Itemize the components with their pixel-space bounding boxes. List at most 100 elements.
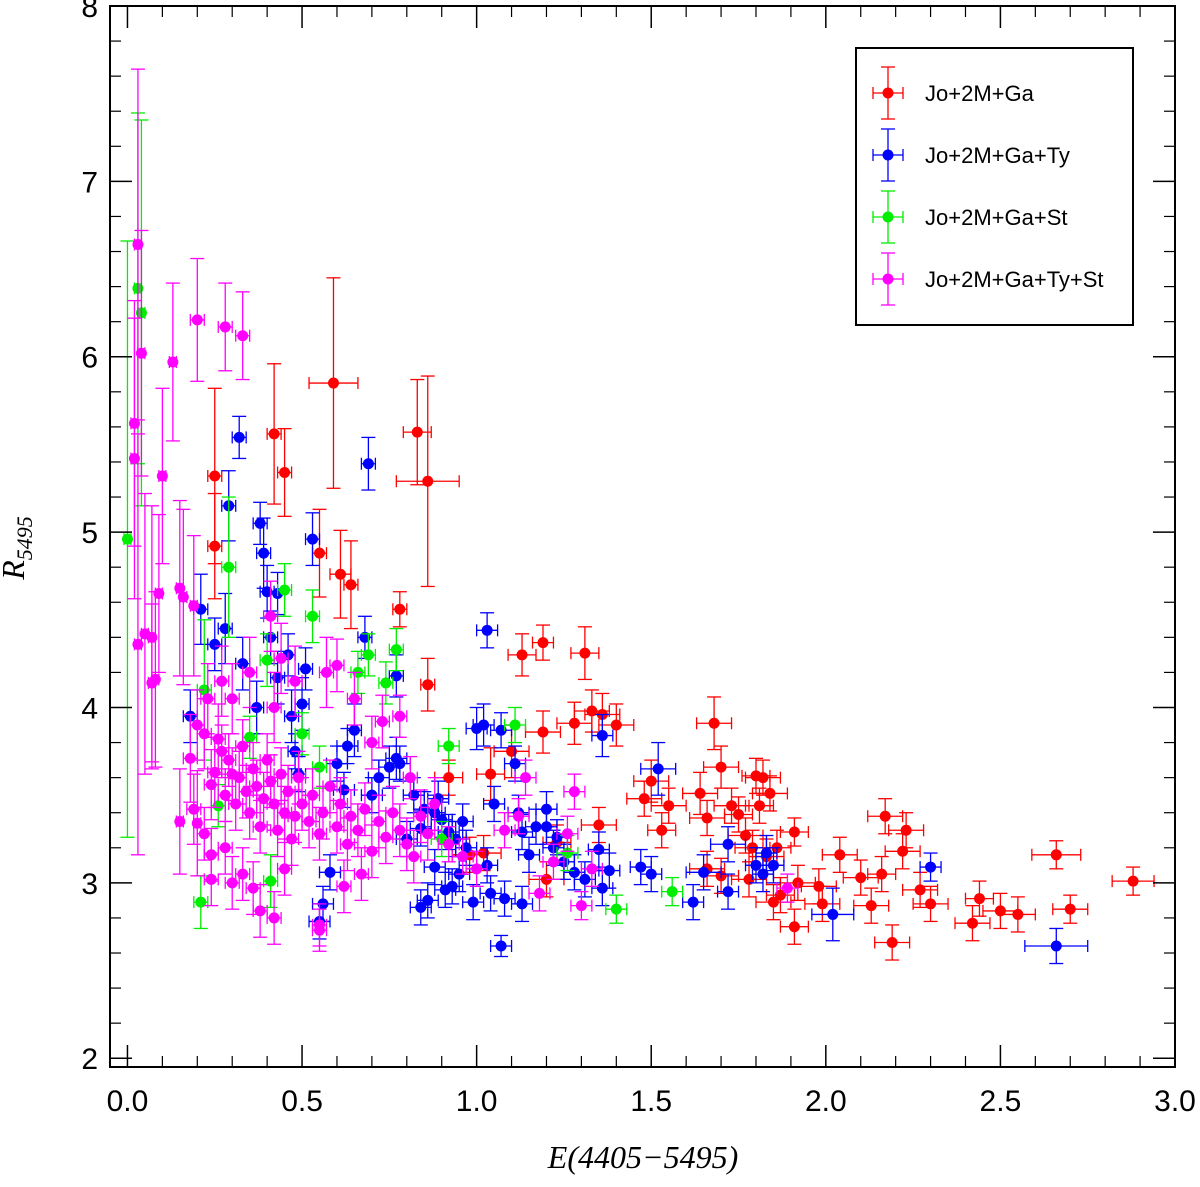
marker xyxy=(261,586,273,598)
marker xyxy=(740,830,752,842)
marker xyxy=(205,779,217,791)
data-point xyxy=(262,854,279,909)
marker xyxy=(436,814,448,826)
data-point xyxy=(120,240,135,838)
legend-label: Jo+2M+Ga xyxy=(925,81,1035,106)
marker xyxy=(715,761,727,773)
data-point xyxy=(395,375,460,588)
data-point xyxy=(332,776,349,831)
data-point xyxy=(884,833,921,870)
marker xyxy=(394,710,406,722)
marker xyxy=(380,831,392,843)
data-point xyxy=(203,852,219,907)
marker xyxy=(355,868,367,880)
data-point xyxy=(297,647,314,691)
marker xyxy=(443,740,455,752)
marker xyxy=(900,824,912,836)
marker xyxy=(327,377,339,389)
data-point xyxy=(127,299,142,547)
data-point xyxy=(172,499,187,677)
marker xyxy=(352,824,364,836)
marker xyxy=(635,861,647,873)
legend-marker xyxy=(882,211,894,223)
marker xyxy=(300,663,312,675)
data-point xyxy=(196,806,212,861)
marker xyxy=(516,898,528,910)
marker xyxy=(167,356,179,368)
marker xyxy=(331,659,343,671)
marker xyxy=(359,631,371,643)
marker xyxy=(767,859,779,871)
data-point xyxy=(874,924,911,961)
x-tick-label: 1.0 xyxy=(456,1085,498,1118)
marker xyxy=(314,761,326,773)
marker xyxy=(485,768,497,780)
marker xyxy=(516,649,528,661)
marker xyxy=(366,845,378,857)
marker xyxy=(443,838,455,850)
marker xyxy=(733,808,745,820)
data-point xyxy=(437,826,460,863)
marker xyxy=(610,903,622,915)
data-point xyxy=(842,859,879,896)
series-1 xyxy=(207,277,1155,961)
data-points-layer xyxy=(120,68,1155,965)
data-point xyxy=(804,885,841,923)
marker xyxy=(237,740,249,752)
data-point xyxy=(493,812,516,849)
marker xyxy=(362,649,374,661)
data-point xyxy=(912,885,949,923)
legend-label: Jo+2M+Ga+Ty xyxy=(925,143,1070,168)
marker xyxy=(485,887,497,899)
marker xyxy=(348,724,360,736)
y-tick-label: 5 xyxy=(81,517,98,550)
data-point xyxy=(252,799,268,854)
marker xyxy=(268,701,280,713)
marker xyxy=(226,877,238,889)
marker xyxy=(331,821,343,833)
data-point xyxy=(221,496,237,638)
marker xyxy=(471,863,483,875)
marker xyxy=(324,780,336,792)
marker xyxy=(247,763,259,775)
data-point xyxy=(165,282,180,442)
marker xyxy=(897,845,909,857)
marker xyxy=(254,821,266,833)
data-point xyxy=(507,633,537,677)
marker xyxy=(272,672,284,684)
data-point xyxy=(580,806,617,844)
data-point xyxy=(137,492,152,775)
marker xyxy=(121,533,133,545)
marker xyxy=(279,584,291,596)
data-point xyxy=(503,706,527,744)
data-point xyxy=(437,727,460,765)
marker xyxy=(209,540,221,552)
data-point xyxy=(1111,866,1155,896)
series-2 xyxy=(182,415,1089,965)
marker xyxy=(422,679,434,691)
data-point xyxy=(318,636,335,709)
data-point xyxy=(266,363,282,505)
marker xyxy=(132,239,144,251)
marker xyxy=(488,798,500,810)
data-point xyxy=(531,624,555,661)
data-point xyxy=(235,636,251,691)
data-point xyxy=(779,908,810,945)
data-point xyxy=(273,622,289,695)
marker xyxy=(457,815,469,827)
marker xyxy=(219,842,231,854)
marker xyxy=(289,810,301,822)
data-point xyxy=(329,529,352,619)
data-point xyxy=(489,934,513,958)
data-point xyxy=(364,824,380,879)
marker xyxy=(457,851,469,863)
data-point xyxy=(420,657,436,712)
marker xyxy=(516,826,528,838)
data-point xyxy=(287,645,303,717)
data-point xyxy=(311,908,328,952)
marker xyxy=(240,786,252,798)
marker xyxy=(376,716,388,728)
data-point xyxy=(217,282,233,372)
marker xyxy=(320,666,332,678)
marker xyxy=(390,670,402,682)
